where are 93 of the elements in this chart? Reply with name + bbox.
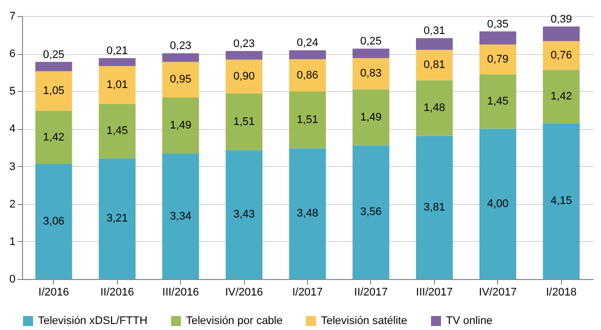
y-tick-label: 6 [9, 48, 16, 60]
data-label: 0,23 [233, 38, 255, 50]
data-label: 1,45 [106, 125, 128, 138]
bar [416, 50, 453, 80]
data-label: 1,49 [360, 111, 382, 124]
bar [542, 26, 580, 42]
data-label: 3,48 [296, 208, 318, 220]
x-tick-label: I/2017 [292, 286, 323, 298]
data-label: 1,05 [43, 84, 64, 97]
x-tick-label: III/2017 [416, 286, 453, 298]
bar [289, 50, 326, 60]
bar [479, 31, 516, 45]
bar [289, 92, 326, 148]
data-label: 3,21 [106, 212, 128, 225]
data-label: 1,42 [550, 90, 572, 102]
bar [542, 70, 580, 124]
data-label: 0,76 [550, 49, 572, 62]
data-label: 3,56 [360, 206, 382, 218]
legend-label: TV online [446, 315, 492, 327]
legend-label: Televisión xDSL/FTTH [38, 315, 148, 327]
bar [542, 41, 580, 70]
bar [416, 136, 453, 279]
bar [162, 98, 200, 154]
bar [162, 154, 200, 279]
data-label: 0,39 [550, 14, 572, 26]
bar [352, 48, 390, 58]
bar [479, 128, 516, 279]
x-tick-label: II/2017 [354, 286, 388, 298]
data-label: 0,83 [360, 68, 382, 80]
data-label: 0,79 [487, 53, 509, 66]
data-label: 3,34 [170, 210, 192, 222]
bar [162, 62, 200, 98]
legend-label: Televisión satélite [321, 315, 408, 327]
x-tick-label: IV/2016 [225, 286, 264, 298]
y-tick-label: 1 [9, 236, 16, 248]
x-tick-label: II/2016 [100, 286, 134, 298]
data-label: 0,81 [424, 59, 446, 72]
bar [226, 93, 262, 150]
bar [479, 44, 516, 74]
data-label: 0,35 [487, 18, 509, 30]
data-label: 1,01 [106, 78, 128, 91]
data-label: 3,43 [233, 208, 255, 221]
x-tick-label: III/2016 [162, 286, 199, 298]
x-tick-label: IV/2017 [478, 286, 517, 298]
bar [35, 110, 72, 164]
y-tick-label: 4 [9, 123, 16, 136]
x-tick-label: I/2016 [38, 286, 70, 298]
bar [352, 89, 390, 146]
bar [226, 150, 262, 279]
bar [98, 104, 136, 158]
y-tick-label: 7 [9, 10, 16, 22]
data-label: 4,00 [487, 198, 509, 210]
bar [98, 58, 136, 66]
data-label: 1,49 [170, 120, 192, 132]
data-label: 0,24 [296, 37, 318, 50]
bar [416, 38, 453, 50]
bar [35, 71, 72, 111]
data-label: 0,25 [360, 36, 382, 48]
bar [352, 145, 390, 279]
data-label: 0,31 [424, 25, 446, 38]
legend-label: Televisión por cable [186, 315, 283, 327]
data-label: 1,51 [233, 116, 255, 128]
bar [162, 53, 200, 62]
data-label: 0,86 [296, 69, 318, 82]
bar [542, 123, 580, 279]
data-label: 3,06 [43, 216, 64, 228]
data-label: 0,25 [43, 48, 64, 61]
bar [226, 50, 262, 60]
bar [98, 158, 136, 279]
data-label: 0,23 [170, 40, 192, 52]
y-tick-label: 0 [9, 274, 16, 286]
data-label: 3,81 [424, 201, 446, 214]
bar [416, 80, 453, 136]
y-tick-label: 5 [9, 86, 16, 98]
y-tick-label: 2 [9, 198, 16, 210]
bar [35, 62, 72, 72]
data-label: 1,45 [487, 95, 509, 108]
y-tick-label: 3 [9, 160, 16, 173]
bar [98, 66, 136, 104]
bar [226, 60, 262, 94]
data-label: 1,51 [296, 114, 318, 126]
data-label: 0,95 [170, 74, 192, 86]
bar [35, 164, 72, 279]
data-label: 1,42 [43, 131, 64, 144]
bar [289, 59, 326, 92]
bar [289, 148, 326, 279]
bar [479, 74, 516, 129]
data-label: 0,90 [233, 70, 255, 82]
data-label: 0,21 [106, 45, 128, 58]
data-label: 4,15 [550, 195, 572, 208]
data-label: 1,48 [424, 102, 446, 114]
x-tick-label: I/2018 [546, 286, 577, 298]
bar [352, 58, 390, 90]
